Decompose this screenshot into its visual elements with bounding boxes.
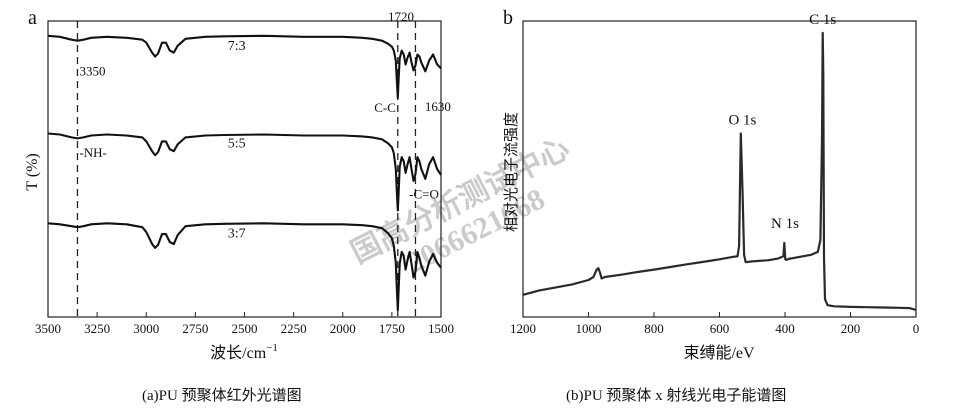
ir-series-line-0 <box>47 34 442 100</box>
ir-series-label-0: 7:3 <box>228 39 246 54</box>
xps-x-ticks: 1200 1000 800 600 400 200 0 <box>510 312 919 336</box>
ir-annotations: 3350 -NH- 1720 C-C 1630 -C=O <box>79 9 450 202</box>
xps-x-tick-label-4: 400 <box>775 321 795 336</box>
ir-x-tick-label-6: 2000 <box>330 321 356 336</box>
xps-x-tick-label-0: 1200 <box>510 321 536 336</box>
ir-x-ticks: 3500 3250 3000 2750 2500 2250 2000 1750 1500 <box>35 312 454 336</box>
xps-plot-frame <box>522 20 917 318</box>
ir-annotation-1: -NH- <box>79 145 106 160</box>
xps-spectrum-chart: b 1200 1000 800 600 400 200 0 C 1s O 1s N 1s 相对光… <box>503 7 919 362</box>
xps-x-tick-label-6: 0 <box>913 321 920 336</box>
xps-annotation-1: O 1s <box>728 113 756 129</box>
xps-x-tick-label-3: 600 <box>710 321 730 336</box>
panel-label-a: a <box>28 7 37 29</box>
panel-label-b: b <box>503 7 513 29</box>
ir-annotation-0: 3350 <box>79 63 105 78</box>
ir-reference-lines <box>76 21 417 317</box>
ir-annotation-5: -C=O <box>409 187 439 202</box>
ir-series-label-1: 5:5 <box>228 136 246 151</box>
watermark: 国高分析测试中心 2066621668 <box>346 132 575 280</box>
xps-x-axis-label: 束缚能/eV <box>683 344 755 362</box>
ir-x-tick-label-3: 2750 <box>182 321 208 336</box>
ir-series-line-2 <box>47 222 442 312</box>
ir-x-tick-label-0: 3500 <box>35 321 61 336</box>
xps-annotation-2: N 1s <box>771 216 799 232</box>
ir-spectrum-chart: a 3500 3250 3000 2750 2500 2250 2000 1750 1500 7… <box>24 7 454 362</box>
xps-x-tick-label-2: 800 <box>644 321 664 336</box>
ir-annotation-2: 1720 <box>388 9 414 24</box>
xps-annotations: C 1s O 1s N 1s <box>728 12 836 232</box>
caption-b: (b)PU 预聚体 x 射线光电子能谱图 <box>566 388 787 404</box>
caption-a: (a)PU 预聚体红外光谱图 <box>142 388 302 404</box>
ir-x-tick-label-5: 2250 <box>281 321 307 336</box>
ir-x-tick-label-7: 1750 <box>379 321 405 336</box>
ir-x-axis-label-main: 波长/cm <box>210 344 267 362</box>
ir-plot-frame <box>47 20 442 318</box>
ir-annotation-4: 1630 <box>425 99 451 114</box>
xps-x-tick-label-5: 200 <box>841 321 861 336</box>
xps-x-tick-label-1: 1000 <box>576 321 602 336</box>
ir-series-lines <box>47 34 442 312</box>
ir-x-tick-label-1: 3250 <box>84 321 110 336</box>
ir-series-line-1 <box>47 132 442 212</box>
xps-series-line-0 <box>522 31 917 311</box>
ir-x-axis-label-exponent: −1 <box>266 342 278 354</box>
xps-series-lines <box>522 31 917 311</box>
xps-annotation-0: C 1s <box>809 12 836 28</box>
ir-series-label-2: 3:7 <box>228 226 246 241</box>
ir-series-labels: 7:3 5:5 3:7 <box>228 39 246 241</box>
ir-x-tick-label-4: 2500 <box>232 321 258 336</box>
ir-x-tick-label-2: 3000 <box>133 321 159 336</box>
ir-annotation-3: C-C <box>374 100 396 115</box>
xps-y-axis-label: 相对光电子流强度 <box>503 112 520 232</box>
ir-y-axis-label: T (%) <box>24 153 41 190</box>
ir-x-tick-label-8: 1500 <box>428 321 454 336</box>
ir-x-axis-label: 波长/cm−1 <box>210 342 278 362</box>
